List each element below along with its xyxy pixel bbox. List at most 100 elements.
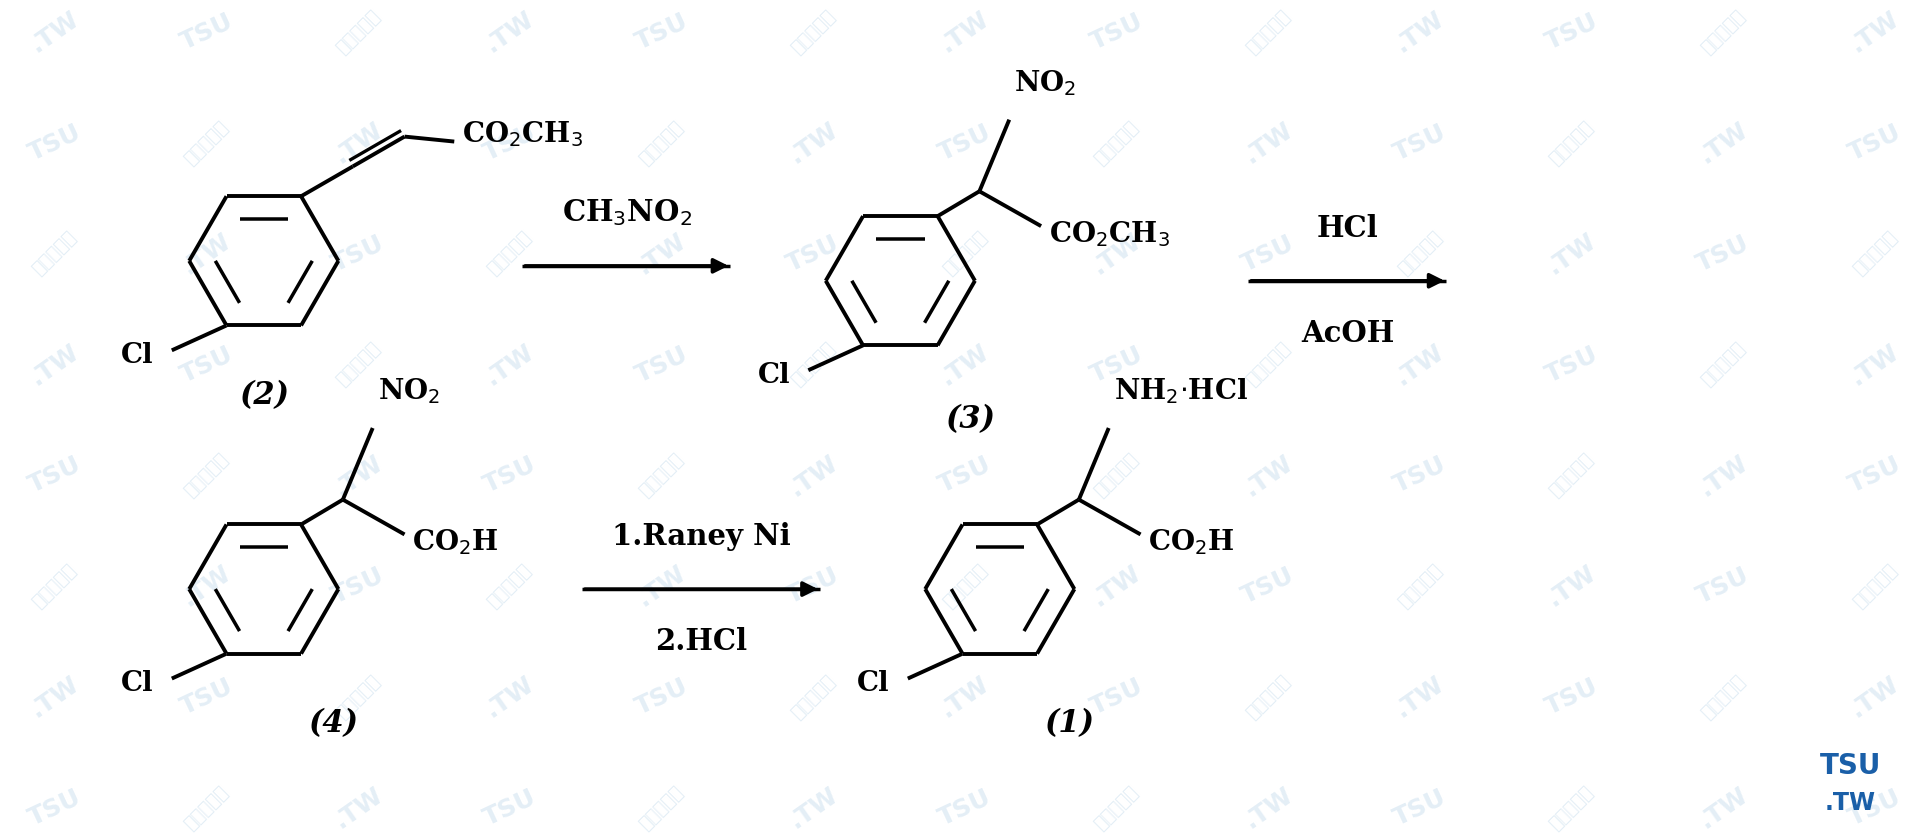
Text: TSU: TSU [177, 675, 237, 720]
Text: .TW: .TW [632, 561, 690, 612]
Text: .TW: .TW [1239, 783, 1297, 833]
Text: 天山医学院: 天山医学院 [181, 783, 231, 833]
Text: 天山医学院: 天山医学院 [181, 118, 231, 168]
Text: 天山医学院: 天山医学院 [1698, 339, 1748, 390]
Text: (2): (2) [239, 380, 289, 411]
Text: .TW: .TW [25, 339, 85, 390]
Text: 天山医学院: 天山医学院 [788, 7, 838, 57]
Text: TSU: TSU [1844, 453, 1906, 498]
Text: TSU: TSU [1389, 453, 1451, 498]
Text: .TW: .TW [1694, 118, 1752, 168]
Text: TSU: TSU [480, 120, 540, 165]
Text: 天山医学院: 天山医学院 [1243, 339, 1293, 390]
Text: 天山医学院: 天山医学院 [484, 228, 536, 279]
Text: (4): (4) [308, 708, 358, 739]
Text: .TW: .TW [784, 450, 842, 501]
Text: 天山医学院: 天山医学院 [1545, 118, 1597, 168]
Text: TSU: TSU [1542, 675, 1601, 720]
Text: 天山医学院: 天山医学院 [1395, 561, 1445, 612]
Text: 天山医学院: 天山医学院 [1698, 672, 1748, 722]
Text: TSU: TSU [25, 453, 85, 498]
Text: .TW: .TW [1391, 339, 1449, 390]
Text: TSU: TSU [1087, 9, 1147, 55]
Text: 天山医学院: 天山医学院 [1091, 118, 1143, 168]
Text: .TW: .TW [482, 7, 540, 57]
Text: 天山医学院: 天山医学院 [940, 561, 990, 612]
Text: TSU: TSU [1844, 120, 1906, 165]
Text: TSU: TSU [1087, 342, 1147, 387]
Text: NO$_2$: NO$_2$ [1014, 68, 1077, 97]
Text: TSU: TSU [25, 785, 85, 831]
Text: TSU: TSU [1389, 120, 1451, 165]
Text: 2.HCl: 2.HCl [655, 627, 748, 656]
Text: .TW: .TW [1239, 450, 1297, 501]
Text: 天山医学院: 天山医学院 [940, 228, 990, 279]
Text: 天山医学院: 天山医学院 [1850, 561, 1900, 612]
Text: TSU: TSU [632, 342, 692, 387]
Text: 天山医学院: 天山医学院 [29, 228, 81, 279]
Text: 天山医学院: 天山医学院 [484, 561, 536, 612]
Text: TSU: TSU [782, 231, 844, 276]
Text: 天山医学院: 天山医学院 [333, 7, 383, 57]
Text: .TW: .TW [1391, 672, 1449, 722]
Text: TSU: TSU [328, 564, 389, 609]
Text: 天山医学院: 天山医学院 [333, 339, 383, 390]
Text: .TW: .TW [177, 561, 235, 612]
Text: 天山医学院: 天山医学院 [788, 339, 838, 390]
Text: .TW: .TW [1846, 672, 1904, 722]
Text: CO$_2$CH$_3$: CO$_2$CH$_3$ [462, 118, 584, 149]
Text: NH$_2$$\cdot$HCl: NH$_2$$\cdot$HCl [1114, 376, 1247, 406]
Text: .TW: .TW [1239, 118, 1297, 168]
Text: .TW: .TW [937, 7, 994, 57]
Text: 天山医学院: 天山医学院 [1243, 7, 1293, 57]
Text: .TW: .TW [177, 228, 235, 279]
Text: TSU: TSU [1542, 9, 1601, 55]
Text: TSU: TSU [1542, 342, 1601, 387]
Text: 天山医学院: 天山医学院 [1395, 228, 1445, 279]
Text: TSU: TSU [1819, 752, 1881, 780]
Text: TSU: TSU [480, 785, 540, 831]
Text: TSU: TSU [1694, 564, 1754, 609]
Text: .TW: .TW [25, 672, 85, 722]
Text: TSU: TSU [782, 564, 844, 609]
Text: TSU: TSU [1844, 785, 1906, 831]
Text: NO$_2$: NO$_2$ [378, 376, 439, 406]
Text: TSU: TSU [935, 785, 994, 831]
Text: TSU: TSU [935, 453, 994, 498]
Text: 天山医学院: 天山医学院 [181, 450, 231, 501]
Text: TSU: TSU [1239, 231, 1299, 276]
Text: Cl: Cl [858, 670, 890, 697]
Text: .TW: .TW [1087, 228, 1147, 279]
Text: 天山医学院: 天山医学院 [1091, 450, 1143, 501]
Text: .TW: .TW [937, 339, 994, 390]
Text: .TW: .TW [1825, 791, 1875, 815]
Text: TSU: TSU [1694, 231, 1754, 276]
Text: 天山医学院: 天山医学院 [636, 783, 688, 833]
Text: .TW: .TW [1846, 7, 1904, 57]
Text: 天山医学院: 天山医学院 [636, 450, 688, 501]
Text: TSU: TSU [1087, 675, 1147, 720]
Text: TSU: TSU [632, 675, 692, 720]
Text: TSU: TSU [177, 9, 237, 55]
Text: Cl: Cl [121, 670, 154, 697]
Text: (1): (1) [1044, 708, 1095, 739]
Text: 天山医学院: 天山医学院 [1698, 7, 1748, 57]
Text: .TW: .TW [330, 450, 387, 501]
Text: Cl: Cl [121, 342, 154, 369]
Text: .TW: .TW [1694, 450, 1752, 501]
Text: .TW: .TW [784, 783, 842, 833]
Text: CO$_2$H: CO$_2$H [412, 528, 499, 557]
Text: TSU: TSU [1389, 785, 1451, 831]
Text: 天山医学院: 天山医学院 [636, 118, 688, 168]
Text: 天山医学院: 天山医学院 [29, 561, 81, 612]
Text: CO$_2$H: CO$_2$H [1148, 528, 1235, 557]
Text: CO$_2$CH$_3$: CO$_2$CH$_3$ [1048, 219, 1170, 249]
Text: Cl: Cl [757, 362, 790, 389]
Text: .TW: .TW [1846, 339, 1904, 390]
Text: TSU: TSU [25, 120, 85, 165]
Text: .TW: .TW [25, 7, 85, 57]
Text: 天山医学院: 天山医学院 [1243, 672, 1293, 722]
Text: .TW: .TW [1087, 561, 1147, 612]
Text: .TW: .TW [330, 783, 387, 833]
Text: CH$_3$NO$_2$: CH$_3$NO$_2$ [563, 197, 692, 228]
